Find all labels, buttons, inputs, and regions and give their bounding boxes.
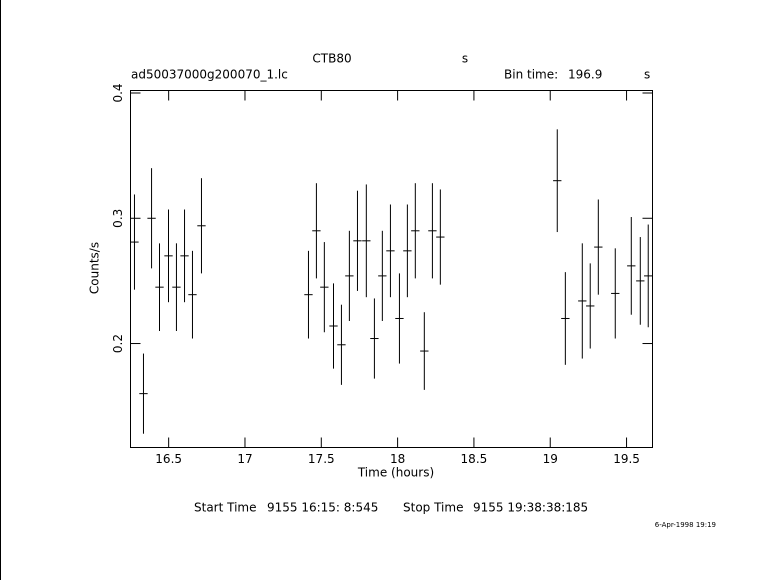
x-tick-label: 19 — [543, 452, 558, 466]
data-point — [312, 183, 321, 279]
y-label: Counts/s — [88, 242, 102, 294]
data-point — [172, 243, 181, 332]
plot-frame — [130, 90, 653, 448]
data-point — [636, 237, 645, 325]
data-point — [403, 204, 412, 298]
bin-time-label: Bin time: — [504, 68, 558, 82]
data-point — [320, 242, 329, 333]
x-tick-label: 17 — [237, 452, 252, 466]
data-point — [155, 243, 164, 332]
data-point — [130, 194, 139, 290]
data-point — [180, 209, 189, 303]
bin-time-unit: s — [644, 68, 650, 82]
data-point — [611, 248, 620, 339]
data-point — [627, 217, 636, 315]
data-point — [578, 243, 587, 359]
start-time: 9155 16:15: 8:545 — [267, 501, 378, 515]
stop-label: Stop Time — [403, 501, 463, 515]
start-label: Start Time — [194, 501, 257, 515]
data-point — [436, 189, 445, 285]
data-point — [139, 353, 148, 434]
data-point — [428, 183, 437, 279]
data-point — [304, 250, 313, 339]
data-point — [586, 263, 595, 349]
bin-time: 196.9 — [568, 68, 602, 82]
data-point — [345, 230, 354, 321]
data-point — [561, 272, 570, 365]
data-point — [411, 183, 420, 279]
data-point — [362, 184, 371, 298]
filename: ad50037000g200070_1.lc — [131, 68, 288, 82]
title-unit: s — [462, 52, 468, 66]
x-tick-label: 19.5 — [613, 452, 640, 466]
data-point — [164, 209, 173, 303]
data-point — [644, 224, 653, 328]
data-point — [594, 199, 603, 295]
x-tick-label: 18.5 — [461, 452, 488, 466]
data-point — [370, 298, 379, 379]
y-tick-label: 0.4 — [111, 83, 125, 102]
data-point — [353, 190, 362, 291]
data-point — [147, 168, 156, 269]
y-tick-label: 0.2 — [111, 334, 125, 353]
data-point — [337, 304, 346, 385]
title: CTB80 — [312, 52, 351, 66]
data-point — [378, 230, 387, 321]
stop-time: 9155 19:38:38:185 — [473, 501, 588, 515]
data-point — [395, 273, 404, 364]
x-tick-label: 16.5 — [155, 452, 182, 466]
y-tick-label: 0.3 — [111, 209, 125, 228]
data-point — [188, 250, 197, 339]
data-point — [329, 283, 338, 369]
data-point — [420, 312, 429, 390]
data-point — [553, 129, 562, 233]
x-tick-label: 18 — [390, 452, 405, 466]
x-tick-label: 17.5 — [308, 452, 335, 466]
data-point — [197, 178, 206, 274]
timestamp: 6-Apr-1998 19:19 — [655, 521, 716, 529]
data-point — [386, 204, 395, 298]
x-label: Time (hours) — [357, 466, 434, 480]
